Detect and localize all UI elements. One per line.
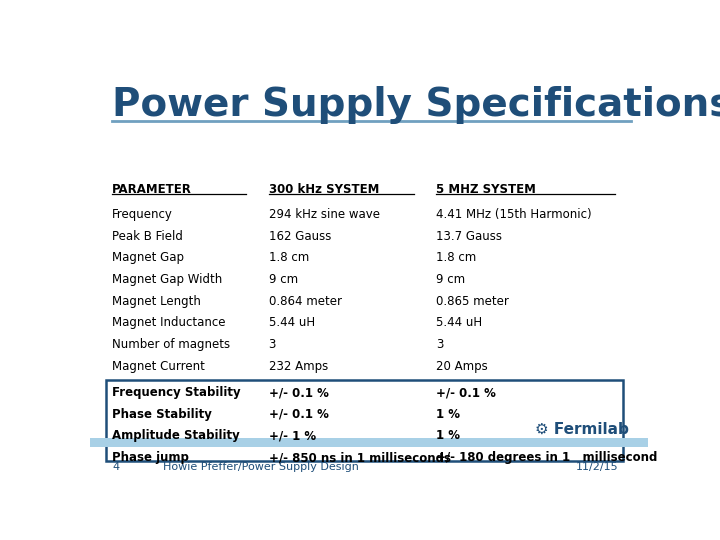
Text: Amplitude Stability: Amplitude Stability [112,429,240,442]
Text: PARAMETER: PARAMETER [112,183,192,197]
Text: 0.864 meter: 0.864 meter [269,295,341,308]
Text: 9 cm: 9 cm [269,273,297,286]
Bar [90,438,648,447]
Text: +/- 0.1 %: +/- 0.1 % [269,386,328,399]
Text: 4.41 MHz (15th Harmonic): 4.41 MHz (15th Harmonic) [436,208,592,221]
Text: Magnet Length: Magnet Length [112,295,201,308]
Text: +/- 1 %: +/- 1 % [269,429,315,442]
Text: 9 cm: 9 cm [436,273,465,286]
Text: 4: 4 [112,462,120,472]
Text: Number of magnets: Number of magnets [112,338,230,351]
Text: +/- 0.1 %: +/- 0.1 % [269,408,328,421]
Text: +/- 0.1 %: +/- 0.1 % [436,386,496,399]
Text: Power Supply Specifications: Power Supply Specifications [112,85,720,124]
Text: 20 Amps: 20 Amps [436,360,487,373]
Text: 294 kHz sine wave: 294 kHz sine wave [269,208,379,221]
Text: Howie Pfeffer/Power Supply Design: Howie Pfeffer/Power Supply Design [163,462,359,472]
Text: 1.8 cm: 1.8 cm [269,252,309,265]
Text: Phase jump: Phase jump [112,451,189,464]
Text: Magnet Inductance: Magnet Inductance [112,316,226,329]
Text: 0.865 meter: 0.865 meter [436,295,509,308]
Text: Phase Stability: Phase Stability [112,408,212,421]
Text: 162 Gauss: 162 Gauss [269,230,331,243]
Text: 3: 3 [436,338,444,351]
Text: ⚙ Fermilab: ⚙ Fermilab [534,422,629,436]
Text: 5.44 uH: 5.44 uH [269,316,315,329]
Text: Magnet Current: Magnet Current [112,360,205,373]
Text: 232 Amps: 232 Amps [269,360,328,373]
Text: Frequency: Frequency [112,208,174,221]
Text: +/- 180 degrees in 1   millisecond: +/- 180 degrees in 1 millisecond [436,451,657,464]
Text: 1.8 cm: 1.8 cm [436,252,476,265]
Text: Frequency Stability: Frequency Stability [112,386,241,399]
Text: +/- 850 ns in 1 milliseconds: +/- 850 ns in 1 milliseconds [269,451,451,464]
Text: 1 %: 1 % [436,408,460,421]
Text: Peak B Field: Peak B Field [112,230,183,243]
Text: Magnet Gap: Magnet Gap [112,252,184,265]
Text: 5 MHZ SYSTEM: 5 MHZ SYSTEM [436,183,536,197]
Text: 3: 3 [269,338,276,351]
Text: 5.44 uH: 5.44 uH [436,316,482,329]
Text: 1 %: 1 % [436,429,460,442]
Text: 300 kHz SYSTEM: 300 kHz SYSTEM [269,183,379,197]
Text: Magnet Gap Width: Magnet Gap Width [112,273,222,286]
Text: 11/2/15: 11/2/15 [575,462,618,472]
Text: 13.7 Gauss: 13.7 Gauss [436,230,502,243]
